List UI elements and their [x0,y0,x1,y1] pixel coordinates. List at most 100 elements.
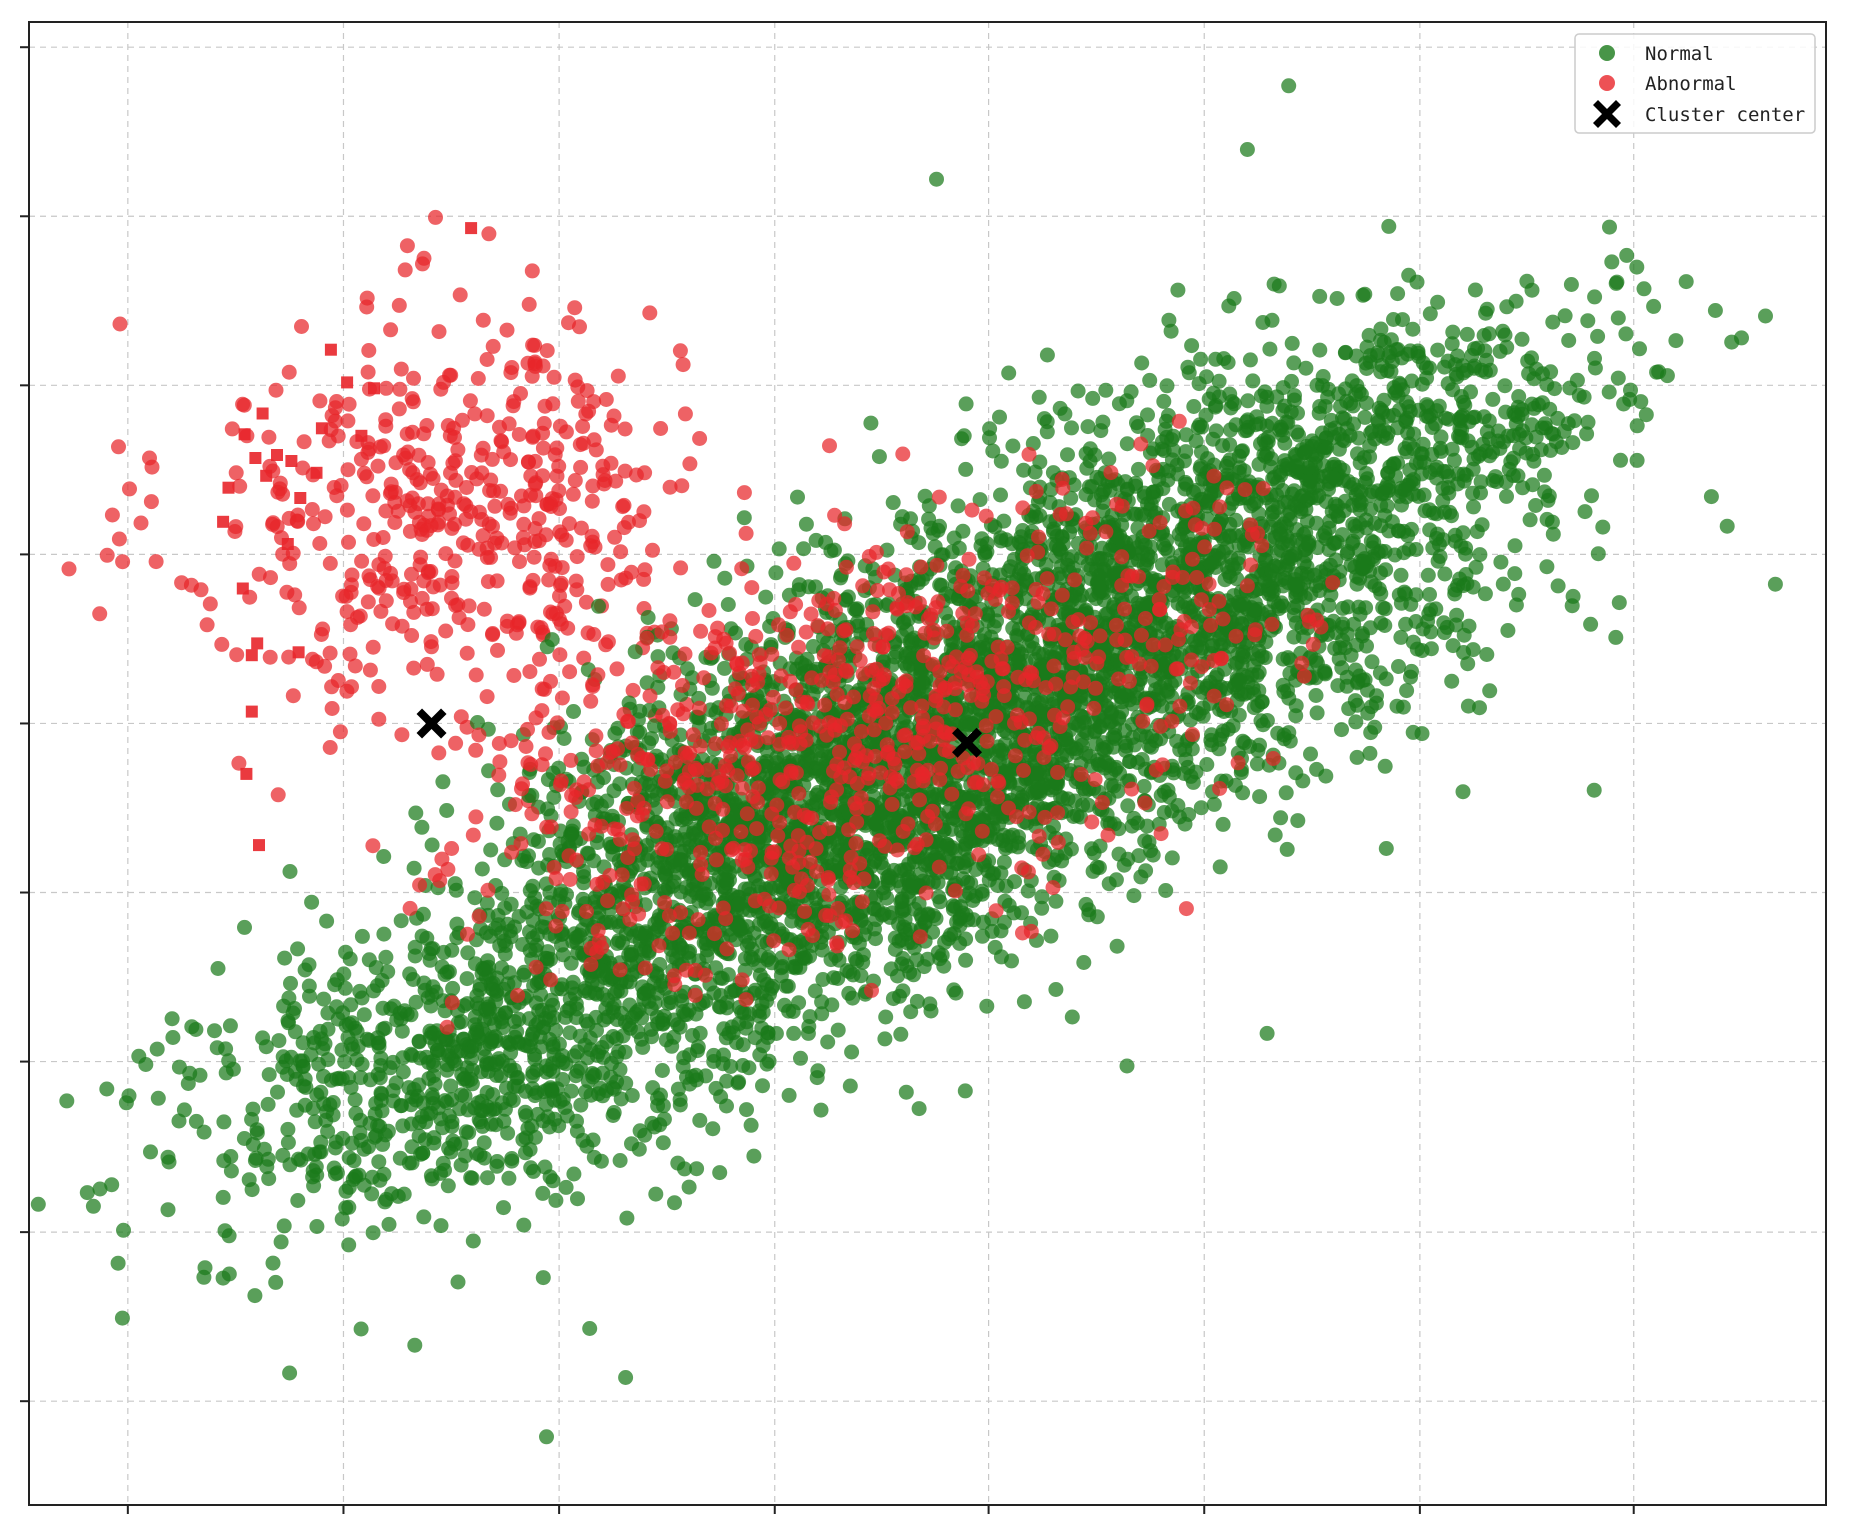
point-abnormal [576,650,592,666]
point-abnormal [520,355,536,371]
point-normal [868,912,884,928]
point-normal [1335,619,1350,635]
point-abnormal [560,620,576,636]
point-normal [911,1101,927,1117]
point-normal [546,789,562,805]
point-abnormal [376,438,392,454]
point-normal [1393,629,1409,645]
point-abnormal [531,511,547,527]
point-normal [895,983,911,999]
point-normal [1109,938,1125,954]
point-normal [856,927,872,943]
point-normal [1445,638,1461,654]
point-abnormal [360,364,376,380]
point-abnormal [603,455,619,471]
point-abnormal [224,421,240,437]
point-normal [1421,606,1437,622]
point-abnormal [305,651,320,667]
point-abnormal [558,424,574,440]
point-normal [489,815,505,831]
point-abnormal [485,626,501,641]
point-normal [1120,798,1136,814]
point-abnormal [607,529,623,545]
point-abnormal [445,455,461,471]
point-abnormal [608,473,624,489]
point-normal [1158,883,1174,898]
point-abnormal [290,507,306,523]
point-abnormal [459,480,474,495]
point-normal [679,661,695,677]
point-normal [1391,659,1406,674]
point-abnormal-square-markers- [294,492,307,504]
point-abnormal [507,540,523,556]
point-normal [1437,566,1453,582]
point-normal [758,589,774,605]
point-abnormal [475,440,491,456]
point-normal [1584,488,1599,504]
point-normal [894,891,910,907]
point-normal [738,1020,754,1036]
point-normal [958,396,974,412]
point-abnormal [304,502,320,517]
point-normal [1114,689,1129,705]
point-normal [650,649,666,665]
point-abnormal [270,787,286,803]
point-normal [1288,698,1304,714]
point-abnormal [662,479,678,495]
point-abnormal [448,598,464,613]
point-abnormal [618,570,634,586]
point-abnormal [500,496,516,512]
point-normal [1096,742,1112,758]
point-normal [1347,559,1363,575]
point-normal [830,1022,846,1038]
point-normal [1194,419,1210,435]
point-abnormal [493,433,509,449]
point-normal [1334,722,1349,738]
point-abnormal [391,401,407,417]
point-normal [1129,415,1144,431]
point-normal [958,952,974,968]
point-abnormal [424,639,439,655]
point-normal [1273,810,1289,826]
point-abnormal [558,532,574,548]
point-normal [868,816,884,832]
point-normal [1279,841,1295,857]
point-normal [1387,547,1403,563]
point-normal [1006,905,1022,921]
point-normal [589,794,605,810]
point-normal [1767,576,1783,592]
point-abnormal [425,471,441,486]
point-normal [576,863,591,879]
point-normal [953,715,968,731]
point-abnormal [378,503,394,519]
point-abnormal [822,438,837,454]
point-normal [1253,713,1269,729]
point-normal [992,409,1007,425]
point-normal [639,675,655,691]
point-abnormal [391,297,407,313]
point-normal [706,553,722,569]
point-abnormal [539,343,555,359]
point-normal [1055,790,1071,806]
point-normal [1131,461,1146,477]
point-normal [1349,749,1365,765]
point-normal [1240,393,1256,409]
point-abnormal [148,554,164,570]
point-normal [1133,869,1149,885]
point-normal [768,565,784,581]
point-abnormal [561,516,577,532]
point-abnormal [481,226,497,242]
point-abnormal-square-markers- [251,637,264,650]
point-normal [1180,759,1196,775]
point-abnormal [371,679,387,694]
point-normal [1020,883,1036,899]
point-normal [1367,719,1383,735]
point-normal [1444,673,1460,689]
point-normal [1006,551,1022,567]
point-normal [483,842,499,858]
point-normal [470,715,485,730]
point-abnormal [484,451,500,467]
point-normal [1031,389,1047,405]
point-normal [1141,738,1157,754]
point-abnormal [616,497,632,513]
